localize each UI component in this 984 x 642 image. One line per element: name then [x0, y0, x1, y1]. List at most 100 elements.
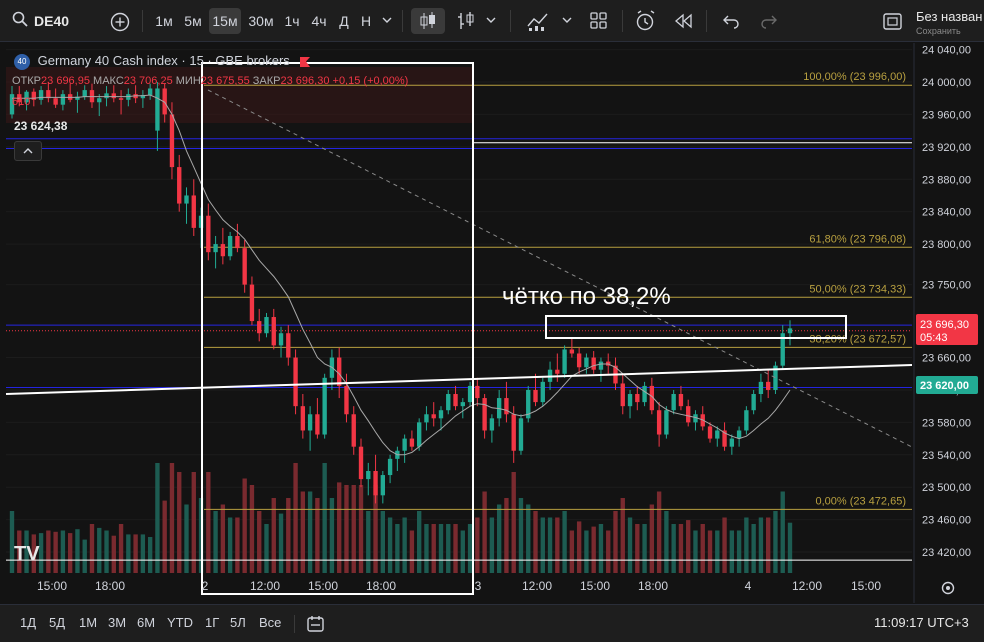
redo-icon[interactable]	[760, 13, 778, 29]
range-1y[interactable]: 1Г	[205, 615, 220, 630]
volume-bar	[53, 531, 58, 573]
clock-timezone[interactable]: 11:09:17 UTC+3	[874, 615, 969, 630]
volume-bar	[97, 527, 102, 573]
candle-body	[278, 333, 284, 346]
interval-week[interactable]: Н	[360, 13, 372, 29]
interval-1m[interactable]: 1м	[155, 13, 173, 29]
moving-average-line	[12, 94, 791, 456]
volume-bar	[496, 504, 502, 573]
candle-body	[264, 317, 269, 334]
price-tick-label: 23 920,00	[922, 142, 971, 154]
volume-bar	[460, 530, 465, 573]
candle-body	[751, 394, 756, 411]
symbol-title[interactable]: Germany 40 Cash index · 15 · GBE brokers	[37, 53, 290, 68]
volume-bar	[380, 511, 386, 573]
volume-bar	[635, 524, 640, 573]
candle-body	[286, 333, 291, 358]
interval-30m[interactable]: 30м	[248, 13, 274, 29]
volume-bar	[220, 504, 226, 573]
volume-bar	[729, 530, 735, 573]
volume-bar	[700, 524, 705, 573]
price-tick-label: 23 750,00	[922, 280, 971, 292]
time-tick-label: 3	[475, 579, 482, 593]
candle-body	[111, 93, 116, 99]
candle-body	[533, 389, 538, 403]
volume-bar	[671, 524, 676, 573]
volume-bar	[118, 524, 124, 573]
add-symbol-icon[interactable]	[110, 12, 130, 32]
undo-icon[interactable]	[722, 13, 740, 29]
price-tick-label: 23 420,00	[922, 547, 971, 559]
search-icon[interactable]	[12, 11, 28, 27]
chevron-down-icon[interactable]	[562, 17, 572, 25]
candles-chart-type-button[interactable]	[411, 8, 445, 34]
interval-5m[interactable]: 5м	[184, 13, 202, 29]
volume-bar	[126, 534, 131, 573]
candle-body	[155, 88, 160, 131]
candle-body	[46, 90, 51, 99]
volume-bar	[758, 517, 764, 573]
volume-bar	[649, 504, 655, 573]
fib-level-label: 100,00% (23 996,00)	[803, 71, 906, 83]
alert-clock-icon[interactable]	[634, 10, 658, 32]
candle-body	[526, 389, 531, 419]
fib-level-label: 38,20% (23 672,57)	[809, 333, 906, 345]
interval-1h[interactable]: 1ч	[284, 13, 300, 29]
annotation-text[interactable]: чётко по 38,2%	[502, 283, 671, 310]
interval-4h[interactable]: 4ч	[311, 13, 327, 29]
candle-body	[366, 471, 371, 480]
candle-body	[358, 446, 364, 480]
range-ytd[interactable]: YTD	[167, 615, 193, 630]
range-6m[interactable]: 6М	[137, 615, 156, 630]
layout-icon[interactable]	[883, 13, 903, 31]
chart-area[interactable]: 100,00% (23 996,00) 61,80% (23 796,08) 50,…	[0, 43, 984, 603]
candle-body	[351, 414, 356, 447]
volume-bar	[46, 530, 51, 573]
candle-body	[307, 414, 313, 431]
interval-day[interactable]: Д	[339, 13, 349, 29]
indicators-icon[interactable]	[526, 10, 550, 32]
candle-body	[642, 385, 647, 403]
range-3m[interactable]: 3М	[108, 615, 127, 630]
collapse-legend-button[interactable]	[14, 141, 42, 161]
layout-name[interactable]: Без назван	[916, 9, 983, 24]
candle-body	[82, 90, 87, 97]
time-tick-label: 2	[202, 579, 209, 593]
support-trendline[interactable]	[5, 364, 913, 395]
replay-icon[interactable]	[674, 13, 694, 29]
candle-body	[707, 426, 713, 439]
volume-bar	[286, 498, 291, 573]
annotation-box-drop[interactable]	[201, 62, 474, 595]
candle-body	[38, 90, 44, 100]
volume-bar	[373, 485, 378, 573]
candle-body	[213, 244, 218, 253]
range-1d[interactable]: 1Д	[20, 615, 37, 630]
candle-body	[591, 357, 596, 370]
chevron-down-icon[interactable]	[382, 17, 392, 25]
settings-icon[interactable]	[941, 581, 955, 595]
volume-bar	[111, 535, 116, 573]
dashed-trendline[interactable]	[207, 89, 913, 448]
symbol-name[interactable]: DE40	[34, 13, 70, 29]
range-5y[interactable]: 5Л	[230, 615, 246, 630]
annotation-box-fib[interactable]	[545, 315, 847, 339]
chevron-down-icon[interactable]	[486, 17, 496, 25]
range-5d[interactable]: 5Д	[49, 615, 66, 630]
date-range-icon[interactable]	[306, 614, 326, 634]
price-tick-label: 23 460,00	[922, 515, 971, 527]
time-tick-label: 4	[745, 579, 752, 593]
candle-body	[300, 406, 306, 431]
volume-bar	[562, 511, 567, 573]
bar-chart-type-icon[interactable]	[456, 10, 476, 32]
interval-15m[interactable]: 15м	[209, 8, 241, 34]
flag-icon[interactable]	[299, 56, 311, 68]
candle-body	[453, 394, 458, 407]
volume-bar	[744, 517, 749, 573]
price-chart[interactable]: 100,00% (23 996,00) 61,80% (23 796,08) 50,…	[0, 43, 984, 603]
volume-bar	[75, 529, 80, 573]
templates-grid-icon[interactable]	[590, 12, 608, 30]
range-1m[interactable]: 1М	[79, 615, 98, 630]
range-all[interactable]: Все	[259, 615, 282, 630]
volume-bar	[780, 491, 785, 573]
save-layout-link[interactable]: Сохранить	[916, 26, 961, 36]
